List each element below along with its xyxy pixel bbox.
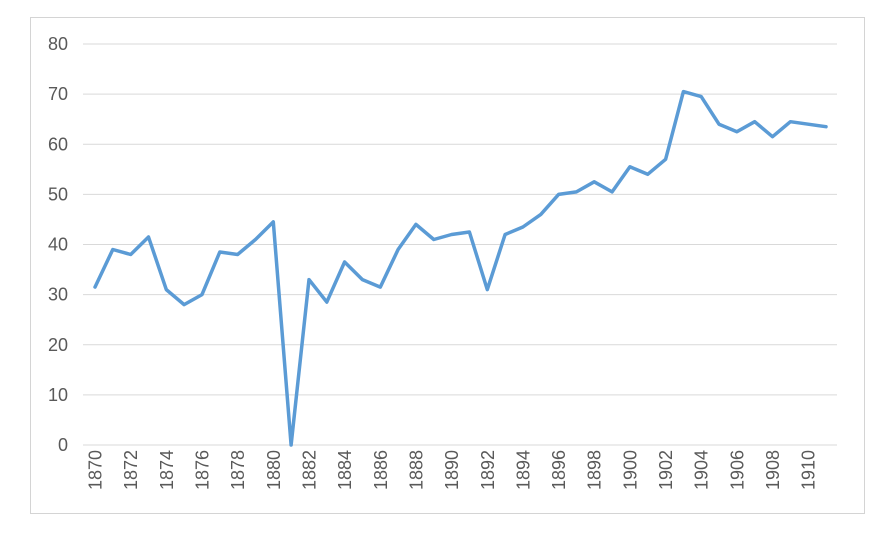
y-tick-label: 70 [48, 84, 68, 104]
x-tick-label: 1894 [513, 450, 533, 490]
x-tick-label: 1874 [157, 450, 177, 490]
x-tick-label: 1882 [300, 450, 320, 490]
x-tick-label: 1886 [371, 450, 391, 490]
x-tick-label: 1908 [763, 450, 783, 490]
x-tick-label: 1872 [121, 450, 141, 490]
x-tick-label: 1888 [406, 450, 426, 490]
x-tick-label: 1902 [656, 450, 676, 490]
x-tick-label: 1898 [585, 450, 605, 490]
y-tick-label: 0 [58, 435, 68, 455]
x-tick-label: 1904 [692, 450, 712, 490]
y-tick-label: 40 [48, 235, 68, 255]
x-tick-label: 1900 [620, 450, 640, 490]
y-tick-label: 10 [48, 385, 68, 405]
x-tick-label: 1880 [264, 450, 284, 490]
x-tick-label: 1892 [478, 450, 498, 490]
x-tick-label: 1876 [193, 450, 213, 490]
x-tick-label: 1906 [727, 450, 747, 490]
x-tick-label: 1896 [549, 450, 569, 490]
chart-frame [30, 17, 865, 514]
y-tick-label: 60 [48, 134, 68, 154]
y-tick-label: 50 [48, 184, 68, 204]
y-tick-label: 80 [48, 34, 68, 54]
data-series-line [93, 89, 828, 447]
x-tick-label: 1890 [442, 450, 462, 490]
y-tick-label: 30 [48, 285, 68, 305]
y-tick-label: 20 [48, 335, 68, 355]
x-tick-label: 1910 [799, 450, 819, 490]
x-tick-label: 1884 [335, 450, 355, 490]
x-tick-label: 1878 [228, 450, 248, 490]
x-tick-label: 1870 [86, 450, 106, 490]
